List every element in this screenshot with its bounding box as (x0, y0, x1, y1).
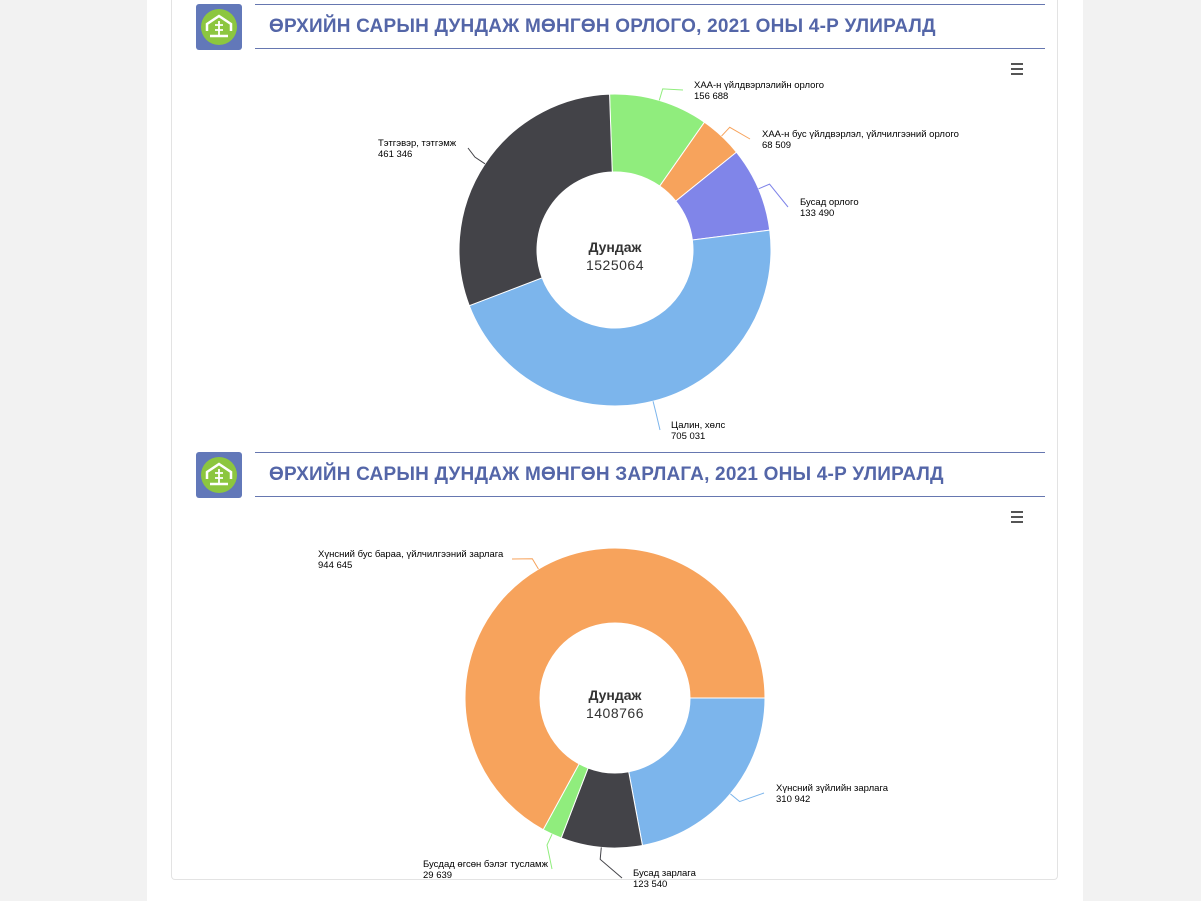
income-chart-title: ӨРХИЙН САРЫН ДУНДАЖ МӨНГӨН ОРЛОГО, 2021 … (269, 16, 936, 37)
slice-value-label: 29 639 (423, 870, 452, 881)
slice-value-label: 310 942 (776, 794, 810, 805)
slice-name-label: Бусдад өгсөн бэлэг тусламж (423, 859, 549, 870)
expense-title-bar: ӨРХИЙН САРЫН ДУНДАЖ МӨНГӨН ЗАРЛАГА, 2021… (255, 452, 1045, 497)
slice-value-label: 68 509 (762, 140, 791, 151)
slice-value-label: 123 540 (633, 879, 667, 890)
income-chart-menu-icon[interactable] (1009, 62, 1025, 76)
statistics-logo-icon (196, 452, 242, 498)
slice-name-label: ХАА-н үйлдвэрлэлийн орлого (694, 80, 824, 91)
income-title-bar: ӨРХИЙН САРЫН ДУНДАЖ МӨНГӨН ОРЛОГО, 2021 … (255, 4, 1045, 49)
expense-chart-title: ӨРХИЙН САРЫН ДУНДАЖ МӨНГӨН ЗАРЛАГА, 2021… (269, 464, 944, 485)
slice-name-label: Хүнсний зүйлийн зарлага (776, 783, 889, 794)
connector-line (758, 183, 789, 208)
connector-line (721, 126, 751, 140)
connector-line (599, 847, 623, 879)
donut-slice-0[interactable] (628, 697, 766, 847)
statistics-logo-icon (196, 4, 242, 50)
donut-slice-4[interactable] (458, 93, 613, 307)
donut-slice-3[interactable] (464, 547, 766, 831)
slice-name-label: Бусад зарлага (633, 868, 697, 879)
slice-value-label: 133 490 (800, 208, 834, 219)
slice-value-label: 156 688 (694, 91, 728, 102)
connector-line (511, 558, 539, 570)
expense-chart-menu-icon[interactable] (1009, 510, 1025, 524)
slice-name-label: Хүнсний бус бараа, үйлчилгээний зарлага (318, 549, 504, 560)
slice-name-label: Тэтгэвэр, тэтгэмж (378, 138, 457, 149)
connector-line (730, 792, 765, 803)
donut-slice-3[interactable] (468, 229, 772, 407)
center-label: Дундаж (589, 687, 643, 703)
slice-name-label: ХАА-н бус үйлдвэрлэл, үйлчилгээний орлог… (762, 129, 959, 140)
slice-value-label: 944 645 (318, 560, 352, 571)
connector-line (652, 401, 661, 431)
center-value: 1525064 (586, 257, 644, 273)
center-value: 1408766 (586, 705, 644, 721)
connector-line (658, 88, 684, 101)
center-label: Дундаж (589, 239, 643, 255)
slice-value-label: 705 031 (671, 431, 705, 442)
slice-name-label: Цалин, хөлс (671, 420, 725, 431)
slice-name-label: Бусад орлого (800, 197, 859, 208)
slice-value-label: 461 346 (378, 149, 412, 160)
connector-line (546, 833, 553, 870)
connector-line (467, 147, 486, 165)
